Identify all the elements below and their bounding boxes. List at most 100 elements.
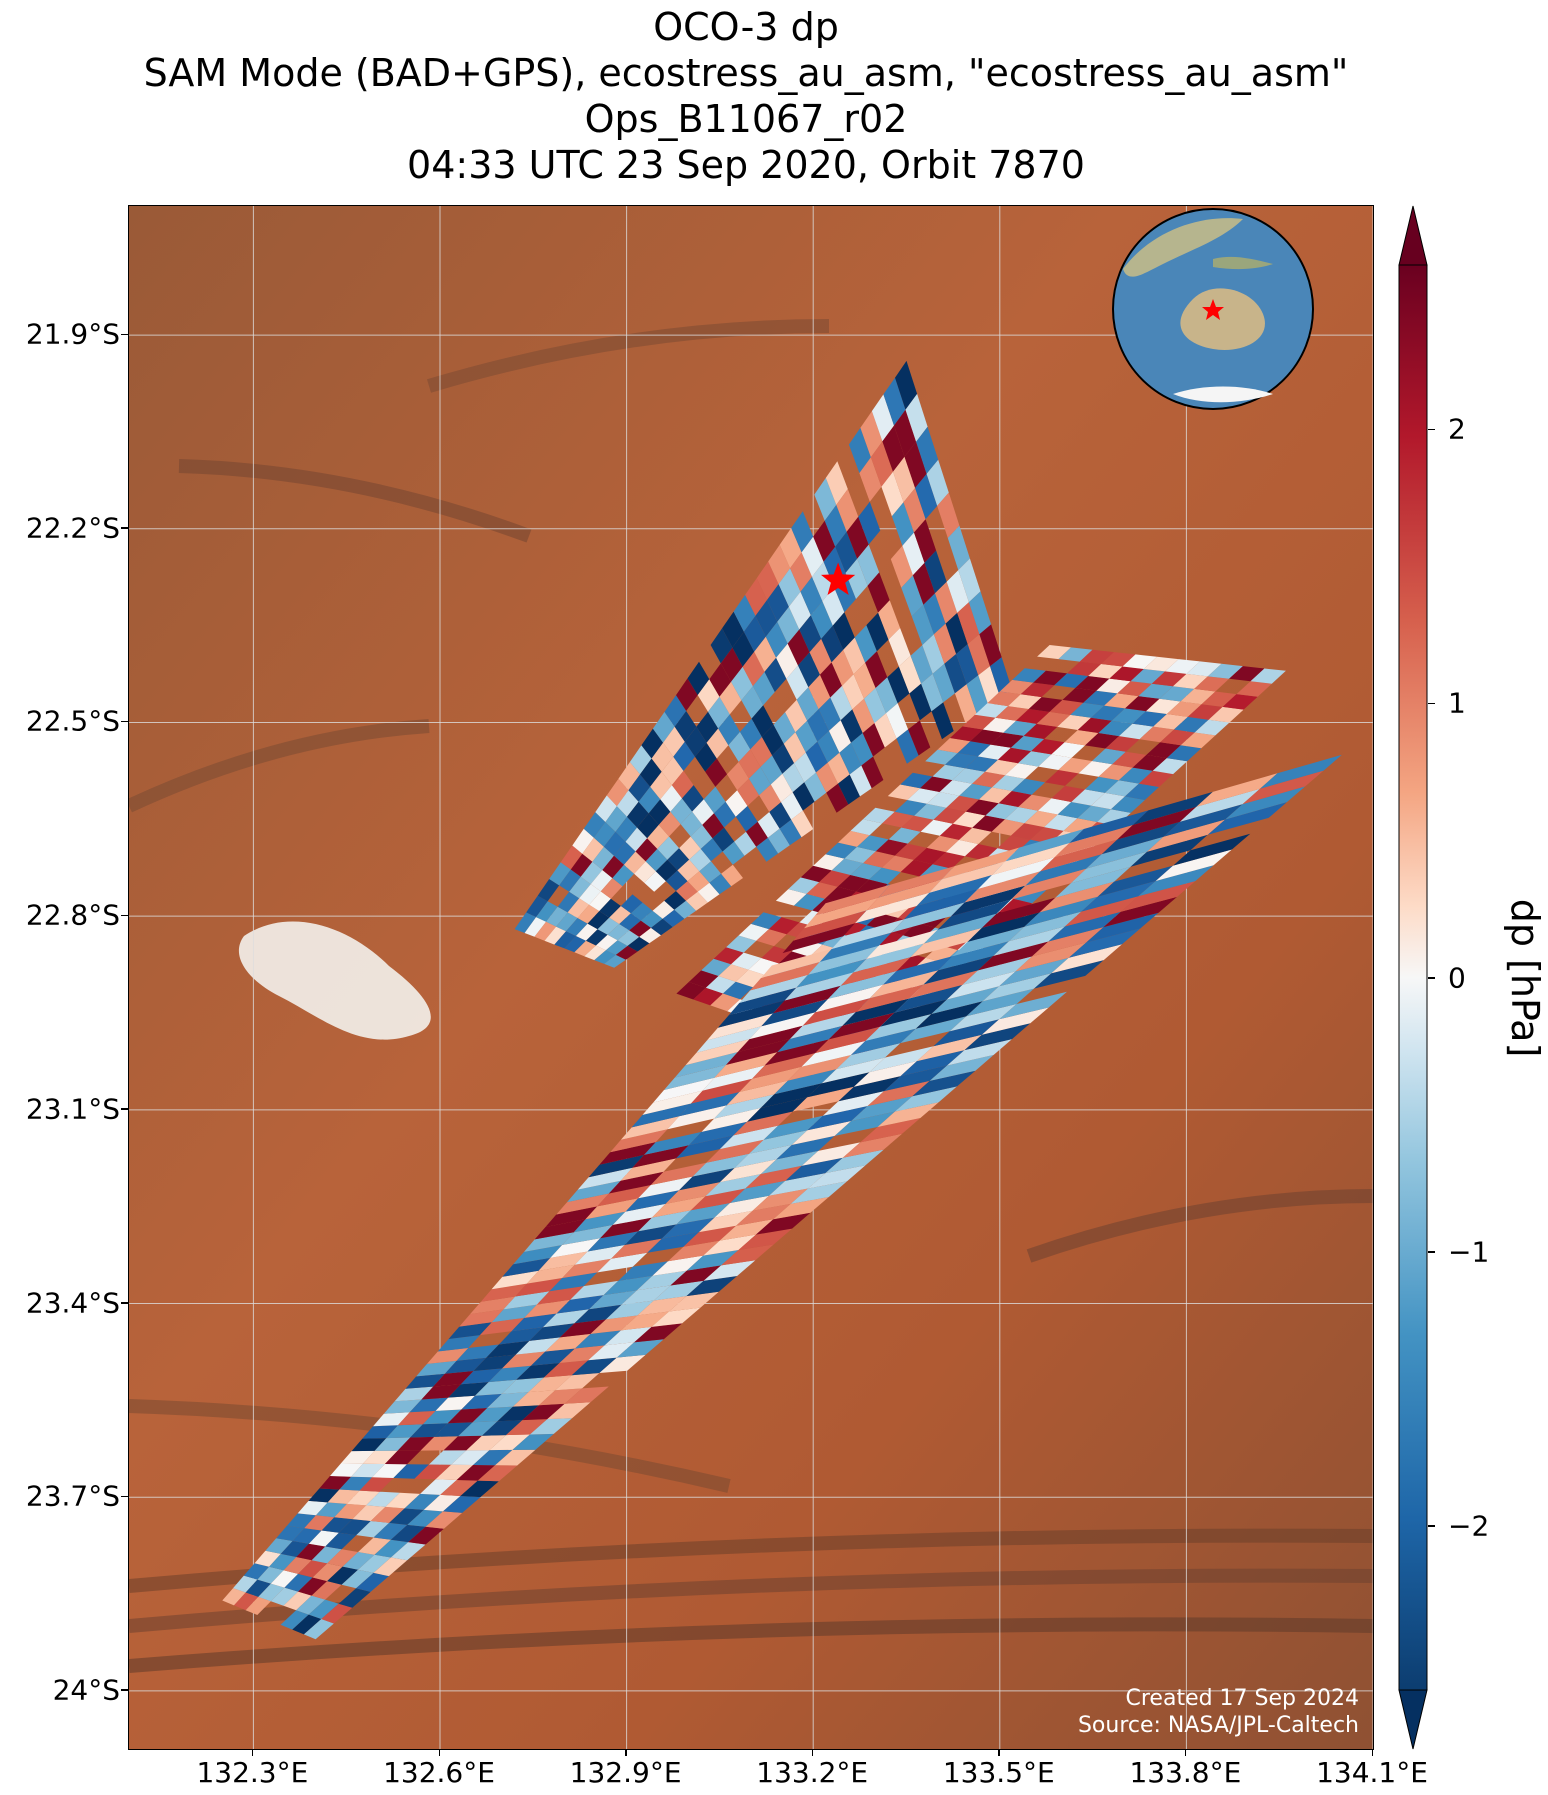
sounding-cell: [586, 929, 608, 946]
sounding-cell: [719, 1125, 779, 1150]
sounding-cell: [1054, 825, 1133, 858]
sounding-cell: [910, 927, 982, 958]
sounding-cell: [1008, 911, 1082, 942]
sounding-cell: [1146, 742, 1181, 759]
sounding-cell: [1250, 668, 1286, 684]
sounding-cell: [992, 775, 1026, 791]
sounding-cell: [596, 934, 618, 951]
sounding-cell: [839, 742, 862, 775]
sounding-cell: [1166, 701, 1202, 717]
sounding-cell: [1071, 789, 1105, 806]
sounding-cell: [665, 1182, 720, 1204]
sounding-cell: [1088, 664, 1123, 679]
sounding-cell: [359, 1477, 394, 1492]
sounding-cell: [796, 959, 867, 988]
sounding-cell: [589, 1290, 637, 1310]
sounding-cell: [801, 536, 824, 577]
sounding-cell: [755, 600, 778, 637]
sounding-cell: [1207, 663, 1243, 679]
sounding-cell: [366, 1491, 400, 1507]
sounding-cell: [966, 675, 989, 715]
terrain-ridge: [426, 319, 830, 393]
sounding-cell: [835, 531, 858, 573]
sounding-cell: [808, 945, 879, 975]
sounding-cell: [1086, 912, 1159, 943]
sounding-cell: [1044, 814, 1078, 831]
sounding-cell: [908, 720, 931, 756]
sounding-cell: [842, 998, 910, 1026]
sounding-cell: [935, 581, 958, 624]
sounding-cell: [860, 1118, 921, 1143]
sounding-cell: [912, 562, 935, 605]
sounding-cell: [950, 726, 983, 742]
sounding-cell: [851, 733, 874, 766]
sounding-cell: [1117, 681, 1152, 697]
sounding-cell: [640, 910, 663, 928]
sounding-cell: [916, 426, 939, 474]
sounding-cell: [807, 709, 829, 742]
sounding-cell: [609, 906, 631, 924]
sounding-cell: [1008, 694, 1042, 709]
sounding-cell: [1092, 748, 1126, 765]
sounding-cell: [427, 1348, 469, 1364]
sounding-cell: [708, 696, 730, 729]
sounding-cell: [991, 819, 1025, 836]
sounding-cell: [751, 912, 782, 930]
sounding-cell: [739, 1066, 802, 1092]
sounding-cell: [621, 1285, 671, 1305]
sounding-cell: [362, 1450, 398, 1464]
sounding-cell: [448, 1322, 492, 1339]
sounding-cell: [946, 795, 979, 812]
sounding-cell: [673, 741, 695, 771]
sounding-cell: [1070, 851, 1148, 884]
sounding-cell: [434, 1422, 473, 1437]
sounding-cell: [826, 783, 849, 813]
sounding-cell: [346, 1490, 380, 1506]
sounding-cell: [358, 1554, 391, 1573]
sounding-cell: [416, 1360, 457, 1377]
colorbar-tick-label: 2: [1448, 412, 1466, 446]
sounding-cell: [1024, 896, 1098, 927]
sounding-cell: [925, 945, 958, 963]
map-panel[interactable]: Created 17 Sep 2024 Source: NASA/JPL-Cal…: [128, 205, 1374, 1750]
sounding-cell: [739, 974, 809, 1003]
sounding-cell: [676, 678, 698, 711]
sounding-cell: [560, 1319, 606, 1338]
sounding-cell: [690, 1188, 746, 1211]
sounding-cell: [1180, 688, 1216, 705]
sounding-cell: [339, 1476, 373, 1491]
sounding-cell: [1143, 656, 1179, 672]
sounding-cell: [866, 879, 942, 911]
sounding-cell: [904, 441, 927, 488]
lat-tick: [121, 914, 128, 917]
sounding-cell: [1152, 758, 1188, 775]
map-canvas[interactable]: [129, 206, 1373, 1749]
sounding-cells[interactable]: [222, 360, 1342, 1640]
sounding-cell: [1122, 654, 1157, 669]
sounding-cell: [697, 882, 720, 903]
sounding-cell: [394, 1386, 434, 1402]
sounding-cell: [949, 1004, 1017, 1032]
sounding-cell: [466, 1435, 506, 1451]
sounding-cell: [460, 1368, 503, 1385]
sounding-cell: [795, 720, 818, 753]
sounding-cell: [677, 859, 700, 882]
sounding-cell: [683, 1225, 737, 1247]
sounding-cell: [796, 687, 819, 721]
sounding-cell: [958, 558, 981, 603]
sounding-cell: [779, 528, 802, 569]
sounding-cell: [820, 662, 842, 698]
sounding-cell: [761, 946, 792, 964]
sounding-cell: [800, 576, 823, 616]
sounding-cell: [470, 1296, 516, 1315]
sounding-cell: [805, 741, 828, 773]
sounding-cell: [580, 861, 603, 885]
sounding-cell: [1111, 796, 1145, 813]
colorbar-tick: [1428, 428, 1435, 431]
sounding-cell: [781, 792, 803, 820]
sounding-cell: [327, 1549, 359, 1567]
sounding-cell: [791, 1121, 852, 1145]
sounding-cell: [888, 827, 921, 844]
sounding-cell: [802, 998, 870, 1026]
sounding-cell: [900, 1050, 965, 1077]
